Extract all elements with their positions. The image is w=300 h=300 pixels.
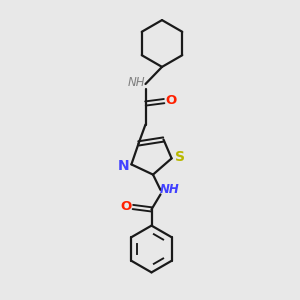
Text: S: S: [175, 150, 185, 164]
Text: O: O: [165, 94, 176, 107]
Text: N: N: [118, 159, 130, 173]
Text: NH: NH: [160, 183, 179, 196]
Text: NH: NH: [128, 76, 145, 89]
Text: O: O: [121, 200, 132, 213]
